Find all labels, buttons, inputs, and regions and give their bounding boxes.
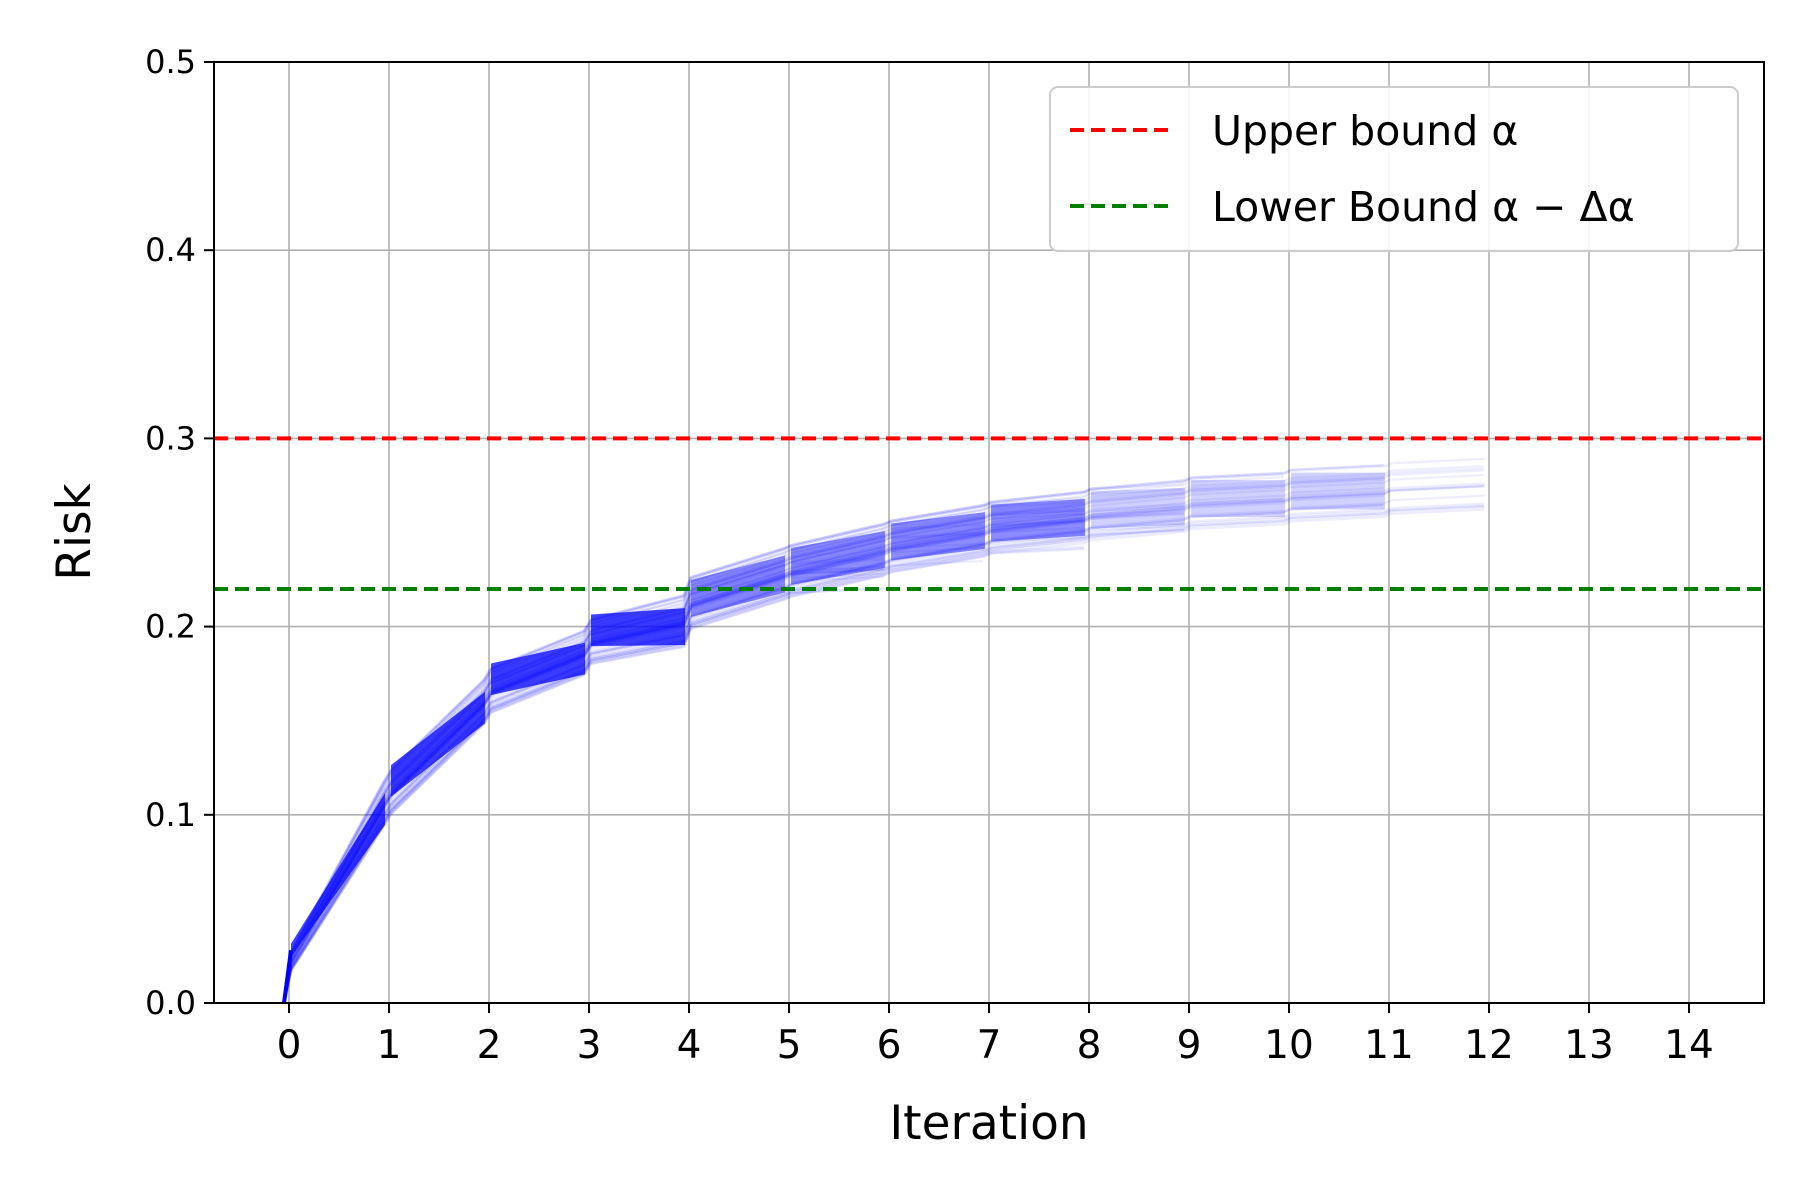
risk-trajectory (282, 522, 1185, 1004)
legend-label-upper: Upper bound α (1212, 107, 1518, 155)
x-tick-label: 9 (1177, 1023, 1202, 1068)
risk-band-segment (391, 691, 485, 797)
y-tick-label: 0.2 (145, 608, 196, 646)
risk-band-segment (1091, 487, 1185, 529)
risk-trajectory (282, 529, 1184, 1004)
y-tick-label: 0.5 (145, 43, 196, 81)
risk-trajectory (283, 528, 1185, 1004)
risk-trajectory (283, 464, 1385, 1004)
risk-trajectory (282, 501, 1084, 1004)
y-tick-label: 0.3 (145, 419, 196, 457)
x-tick-label: 8 (1077, 1023, 1102, 1068)
risk-band-segment (991, 499, 1085, 542)
risk-band-segment (491, 642, 585, 696)
x-tick-label: 0 (277, 1023, 302, 1068)
x-tick-label: 3 (577, 1023, 602, 1068)
reference-lines (214, 436, 1764, 591)
legend-label-lower: Lower Bound α − Δα (1212, 183, 1635, 231)
x-tick-label: 6 (877, 1023, 902, 1068)
x-tick-label: 5 (777, 1023, 802, 1068)
risk-trajectory (283, 457, 1485, 1004)
risk-trajectory (282, 505, 1184, 1004)
risk-band-segment (1191, 480, 1285, 518)
legend-box (1049, 86, 1739, 252)
x-tick-label: 10 (1264, 1023, 1314, 1068)
legend: Upper bound α Lower Bound α − Δα (1049, 86, 1739, 252)
y-tick-label: 0.0 (145, 984, 196, 1022)
x-tick-label: 11 (1364, 1023, 1414, 1068)
y-tick-label: 0.1 (145, 796, 196, 834)
risk-trajectory (282, 464, 1384, 1004)
risk-trajectory (282, 507, 1084, 1004)
risk-band-segment (291, 793, 385, 957)
risk-trajectory (282, 511, 1184, 1004)
x-tick-label: 12 (1464, 1023, 1514, 1068)
risk-band-segment (1291, 472, 1385, 510)
risk-trajectory (283, 525, 1185, 1004)
trajectory-bundle (282, 457, 1485, 1004)
risk-trajectory (282, 523, 984, 1004)
risk-trajectory (282, 467, 1485, 1004)
risk-trajectory (282, 547, 1084, 1004)
risk-trajectory (283, 547, 1085, 1004)
risk-band-segment (891, 512, 985, 561)
risk-trajectory (283, 546, 985, 1004)
x-tick-label: 1 (377, 1023, 402, 1068)
x-tick-label: 14 (1664, 1023, 1714, 1068)
y-tick-label: 0.4 (145, 231, 196, 269)
x-tick-label: 4 (677, 1023, 702, 1068)
risk-band-segment (591, 608, 685, 647)
risk-trajectory (282, 488, 1184, 1004)
axis-ticks: 0 1 2 3 4 5 6 7 8 9 10 11 12 13 140.00.10.20.30.40.5 (145, 43, 1714, 1068)
risk-band-segment (691, 555, 785, 617)
x-tick-label: 2 (477, 1023, 502, 1068)
risk-band-segment (791, 530, 885, 585)
risk-trajectory (282, 465, 1484, 1004)
risk-trajectory (282, 531, 984, 1004)
risk-trajectory (282, 498, 1084, 1004)
risk-trajectory (282, 473, 1284, 1004)
risk-trajectory (282, 469, 1485, 1004)
x-axis-title: Iteration (889, 1096, 1088, 1151)
risk-trajectory (283, 523, 1185, 1004)
x-tick-label: 13 (1564, 1023, 1614, 1068)
y-axis-title: Risk (47, 483, 102, 581)
risk-initial-rise (282, 950, 293, 1004)
risk-trajectory (282, 483, 1184, 1004)
risk-trajectory (282, 532, 984, 1004)
risk-trajectory (282, 559, 984, 1004)
x-tick-label: 7 (977, 1023, 1002, 1068)
